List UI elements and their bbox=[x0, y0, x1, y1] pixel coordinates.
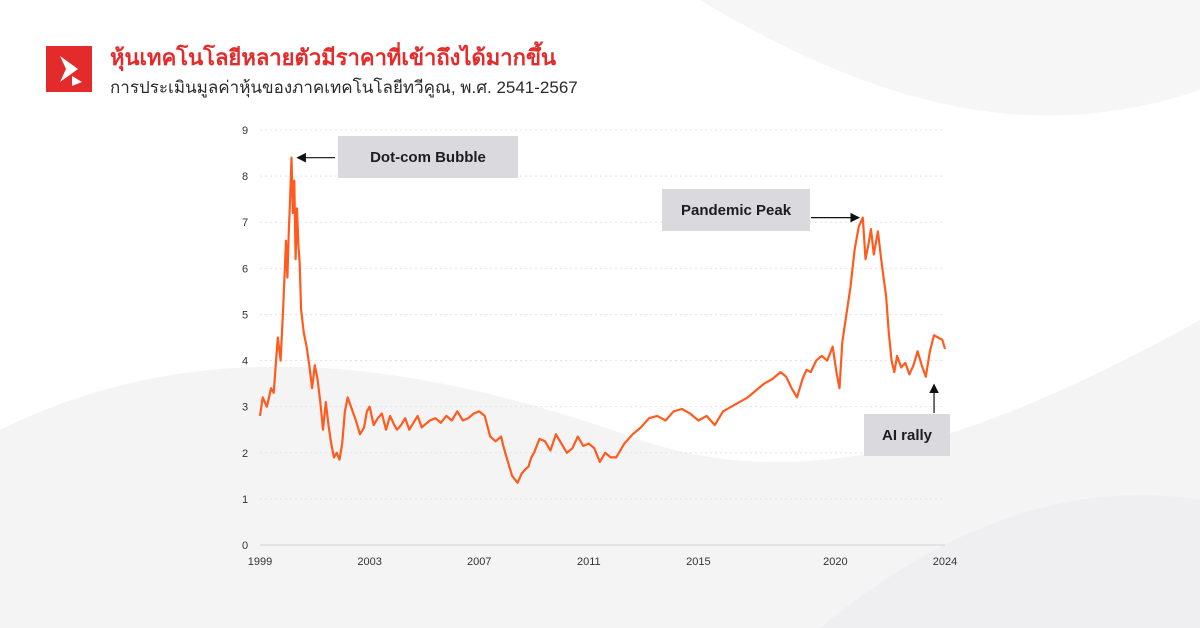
y-tick-label: 0 bbox=[242, 540, 248, 552]
y-tick-label: 7 bbox=[242, 217, 248, 229]
y-tick-label: 2 bbox=[242, 448, 248, 460]
x-tick-label: 2020 bbox=[823, 556, 847, 568]
pandemic-callout bbox=[662, 189, 810, 231]
y-tick-label: 5 bbox=[242, 309, 248, 321]
ai-rally-callout bbox=[864, 414, 950, 456]
x-tick-label: 2007 bbox=[467, 556, 491, 568]
x-tick-label: 2015 bbox=[686, 556, 710, 568]
page-subtitle: การประเมินมูลค่าหุ้นของภาคเทคโนโลยีทวีคู… bbox=[110, 78, 578, 97]
y-tick-label: 6 bbox=[242, 263, 248, 275]
dotcom-label: Dot-com Bubble bbox=[370, 149, 486, 166]
brand-logo-icon bbox=[46, 46, 92, 92]
x-tick-label: 1999 bbox=[248, 556, 272, 568]
y-tick-label: 8 bbox=[242, 171, 248, 183]
page-title: หุ้นเทคโนโลยีหลายตัวมีราคาที่เข้าถึงได้ม… bbox=[110, 45, 557, 70]
dotcom-callout bbox=[338, 136, 518, 178]
y-tick-label: 9 bbox=[242, 125, 248, 137]
y-tick-label: 1 bbox=[242, 494, 248, 506]
y-tick-label: 4 bbox=[242, 356, 248, 368]
pandemic-label: Pandemic Peak bbox=[681, 202, 792, 219]
x-tick-label: 2003 bbox=[357, 556, 381, 568]
x-tick-label: 2011 bbox=[577, 556, 601, 568]
x-tick-label: 2024 bbox=[933, 556, 957, 568]
series-line bbox=[258, 156, 947, 484]
y-tick-label: 3 bbox=[242, 402, 248, 414]
ai-rally-label: AI rally bbox=[882, 427, 933, 444]
